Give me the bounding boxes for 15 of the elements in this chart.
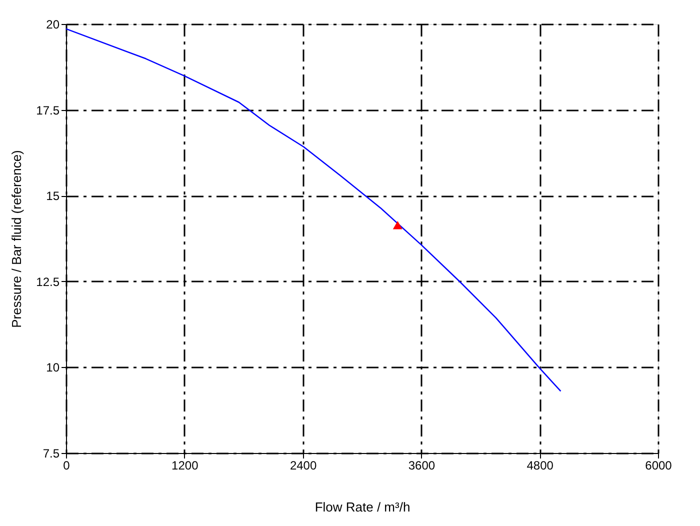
- y-tick-label: 7.5: [42, 446, 60, 460]
- y-tick-label: 20: [46, 18, 60, 32]
- y-tick-label: 10: [46, 360, 60, 375]
- line-series: [65, 28, 562, 392]
- x-axis-title: Flow Rate / m³/h: [314, 500, 410, 514]
- x-tick-label: 1200: [172, 458, 199, 472]
- y-tick-label: 12.5: [36, 274, 60, 289]
- x-tick-label: 4800: [526, 458, 554, 472]
- y-axis-title: Pressure / Bar fluid (reference): [9, 150, 24, 328]
- x-tick-label: 2400: [290, 458, 317, 472]
- x-tick-label: 6000: [645, 458, 672, 472]
- x-tick-label: 3600: [408, 458, 436, 472]
- y-tick-label: 15: [46, 189, 60, 204]
- y-tick-label: 17.5: [36, 103, 60, 118]
- x-tick-label: 0: [63, 458, 70, 472]
